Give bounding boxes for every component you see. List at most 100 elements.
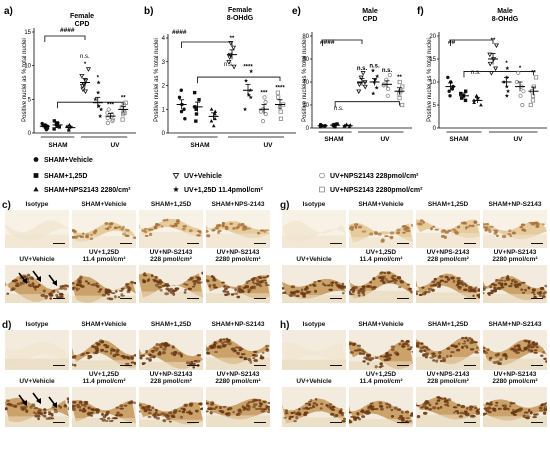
scale-bar — [464, 364, 476, 366]
data-point — [209, 107, 214, 111]
data-point — [400, 102, 405, 108]
scale-bar — [53, 364, 65, 366]
arrow-icon — [18, 272, 26, 282]
legend-label: UV+Vehicle — [184, 173, 222, 180]
micrograph-label: UV+NP-S2143 2280 pmol/cm² — [215, 249, 261, 263]
sig-stars: n.s. — [369, 64, 380, 70]
micrograph-image — [282, 210, 346, 248]
micrograph-tile — [206, 265, 270, 303]
scale-bar — [254, 364, 266, 366]
sig-bracket-main — [322, 39, 363, 46]
micrograph-tile — [206, 210, 270, 248]
legend-label: UV+1,25D 11.4pmol/cm² — [184, 187, 263, 194]
micrograph-label: UV+NP-S2143 2280 pmol/cm² — [215, 371, 261, 385]
micrograph-tile — [282, 387, 346, 427]
sig-stars: ** — [491, 38, 496, 44]
data-point — [505, 65, 510, 70]
arrow-head-icon — [36, 276, 41, 282]
data-point — [520, 102, 525, 108]
scale-bar — [531, 364, 543, 366]
micrograph-image — [206, 265, 270, 303]
micrograph-image — [483, 330, 547, 370]
title-e-1: Male — [362, 8, 378, 15]
data-point — [263, 100, 268, 105]
data-point — [505, 88, 511, 93]
panel-label-d: d) — [2, 320, 12, 331]
micrograph-label: UV+1,25D 11.4 pmol/cm² — [82, 371, 126, 385]
micrograph-tile — [206, 387, 270, 427]
micrograph-label: SHAM+NPS-2143 — [211, 201, 265, 208]
y-tick-label: 20 — [302, 103, 309, 109]
micrograph-label: UV+Vehicle — [19, 256, 55, 263]
legend-label: SHAM+Vehicle — [44, 157, 93, 164]
title-b-1: Female — [228, 7, 252, 14]
data-point — [459, 91, 463, 96]
data-point — [528, 102, 533, 108]
data-point — [335, 122, 339, 126]
data-point — [263, 111, 268, 117]
data-point — [370, 68, 376, 73]
data-point — [96, 103, 101, 108]
micrograph-image — [282, 387, 346, 427]
data-point — [194, 119, 198, 123]
scale-bar — [254, 242, 266, 244]
chart-a-svg: a) Positive nuclei as % total nuclei Fem… — [4, 6, 136, 149]
data-point — [194, 107, 198, 111]
sig-b-1: #### — [172, 29, 187, 36]
micrograph-image — [416, 210, 480, 248]
data-point — [530, 98, 536, 103]
title-a-1: Female — [70, 13, 94, 20]
data-point — [397, 96, 402, 101]
micrograph-tile — [282, 330, 346, 370]
micrograph-label: Isotype — [302, 201, 326, 208]
sig-stars: ** — [397, 75, 402, 81]
micrograph-tile — [139, 210, 203, 248]
data-point — [209, 119, 214, 123]
group-e-uv: UV — [380, 136, 390, 143]
scale-bar — [397, 364, 409, 366]
chart-f-svg: f) Positive nuclei as % total nuclei Mal… — [417, 6, 547, 143]
sig-stars: **** — [243, 64, 253, 70]
legend-marker-triangle-down-open — [172, 173, 180, 180]
arrow-icon — [18, 394, 26, 404]
scale-bar — [187, 242, 199, 244]
micrograph-label: UV+NPS-2143 228 pmol/cm² — [426, 249, 470, 263]
chart-b-svg: b) Positive nuclei as % total nuclei Fem… — [144, 6, 296, 149]
sig-stars: ** — [531, 70, 536, 76]
sig-bracket-main — [181, 41, 233, 48]
data-point — [262, 95, 267, 100]
micrograph-tile — [72, 265, 136, 303]
scale-bar — [53, 421, 65, 423]
micrograph-image — [282, 265, 346, 303]
data-point — [67, 122, 72, 127]
scale-bar — [187, 421, 199, 423]
sig-f-2: n.s. — [471, 70, 481, 76]
micrograph-tile — [416, 387, 480, 427]
data-point — [110, 112, 115, 117]
sig-stars: * — [97, 76, 100, 82]
data-point — [227, 55, 233, 60]
data-point — [347, 124, 352, 129]
data-point — [360, 71, 366, 76]
micrograph-label: SHAM+1,25D — [150, 201, 192, 208]
data-point — [179, 109, 184, 114]
data-point — [211, 123, 216, 128]
y-tick-label: 2 — [162, 84, 166, 90]
data-point — [249, 69, 254, 74]
arrow-head-icon — [52, 280, 57, 286]
micrograph-label: UV+1,25D 11.4 pmol/cm² — [359, 249, 403, 263]
data-point — [99, 107, 104, 112]
data-point — [55, 124, 59, 128]
micrograph-tile — [416, 265, 480, 303]
scale-bar — [531, 421, 543, 423]
group-e-sham: SHAM — [324, 136, 343, 143]
legend-marker-circle-filled — [33, 157, 39, 162]
data-point — [531, 84, 537, 89]
micrograph-image — [349, 210, 413, 248]
group-b-sham: SHAM — [190, 142, 209, 149]
chart-e-svg: e) Positive nuclei as % total nuclei Mal… — [292, 6, 412, 143]
micrograph-panel-c: c) Isotype SHAM+Vehicle SHAM+1,25D SHAM+NPS-… — [0, 198, 275, 316]
data-point — [504, 93, 509, 98]
data-point — [358, 75, 364, 81]
data-point — [493, 43, 499, 49]
